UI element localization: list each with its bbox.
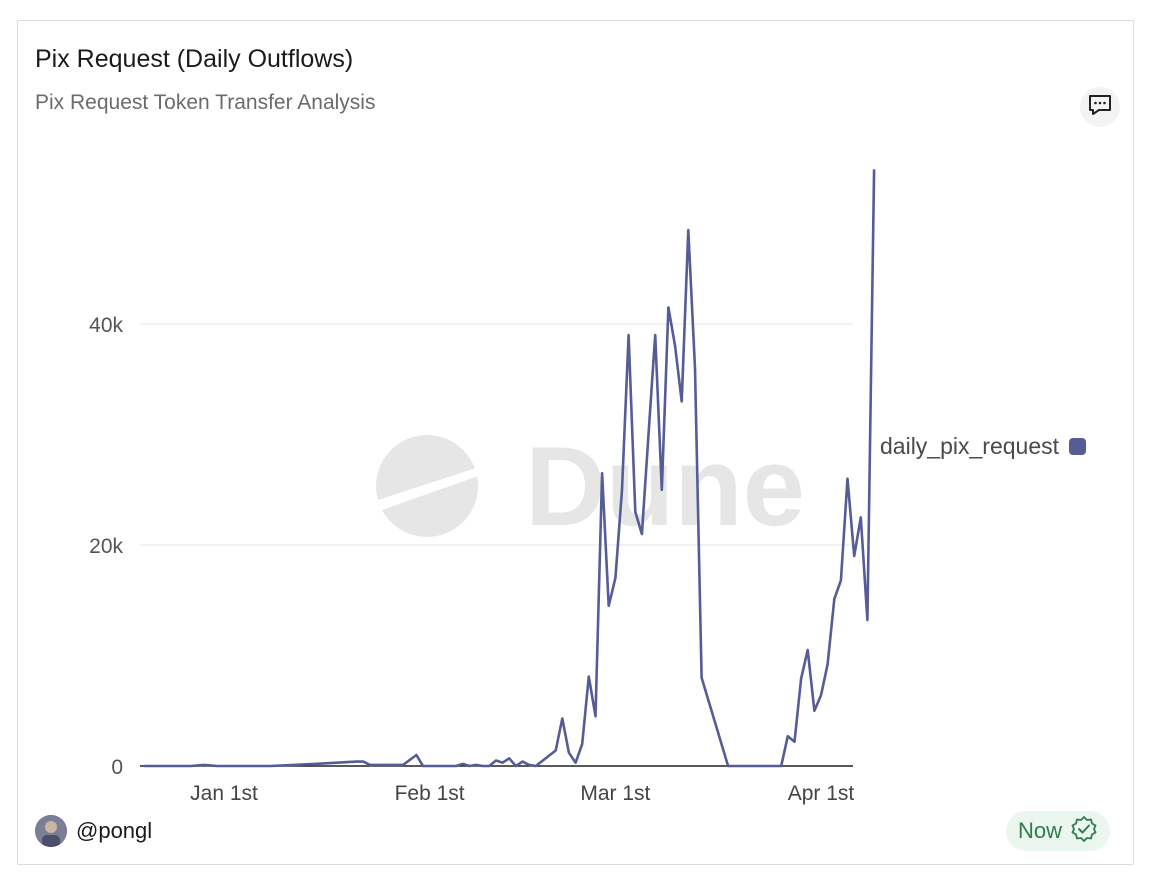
- legend-swatch: [1069, 438, 1087, 455]
- dune-watermark: Dune: [376, 424, 805, 549]
- y-tick-label: 20k: [89, 535, 123, 558]
- x-tick-label: Apr 1st: [788, 782, 855, 805]
- x-tick-label: Mar 1st: [580, 782, 650, 805]
- comment-button[interactable]: [1080, 87, 1120, 127]
- y-tick-label: 0: [111, 756, 123, 779]
- y-tick-label: 40k: [89, 314, 123, 337]
- x-tick-label: Feb 1st: [395, 782, 465, 805]
- chart-title: Pix Request (Daily Outflows): [35, 45, 354, 73]
- avatar[interactable]: [35, 815, 67, 847]
- chart-legend: daily_pix_request: [880, 433, 1087, 460]
- author-username[interactable]: @pongl: [76, 818, 153, 843]
- status-text: Now: [1018, 818, 1063, 843]
- legend-label: daily_pix_request: [880, 433, 1060, 459]
- x-tick-label: Jan 1st: [190, 782, 258, 805]
- comment-icon: [1087, 93, 1113, 122]
- watermark-text: Dune: [525, 424, 805, 549]
- chart-subtitle: Pix Request Token Transfer Analysis: [35, 91, 376, 114]
- series-line-daily_pix_request: [144, 169, 876, 768]
- chart-card: Pix Request (Daily Outflows) Pix Request…: [17, 20, 1134, 865]
- status-badge: Now: [1006, 811, 1111, 851]
- check-badge-icon: [1070, 815, 1098, 848]
